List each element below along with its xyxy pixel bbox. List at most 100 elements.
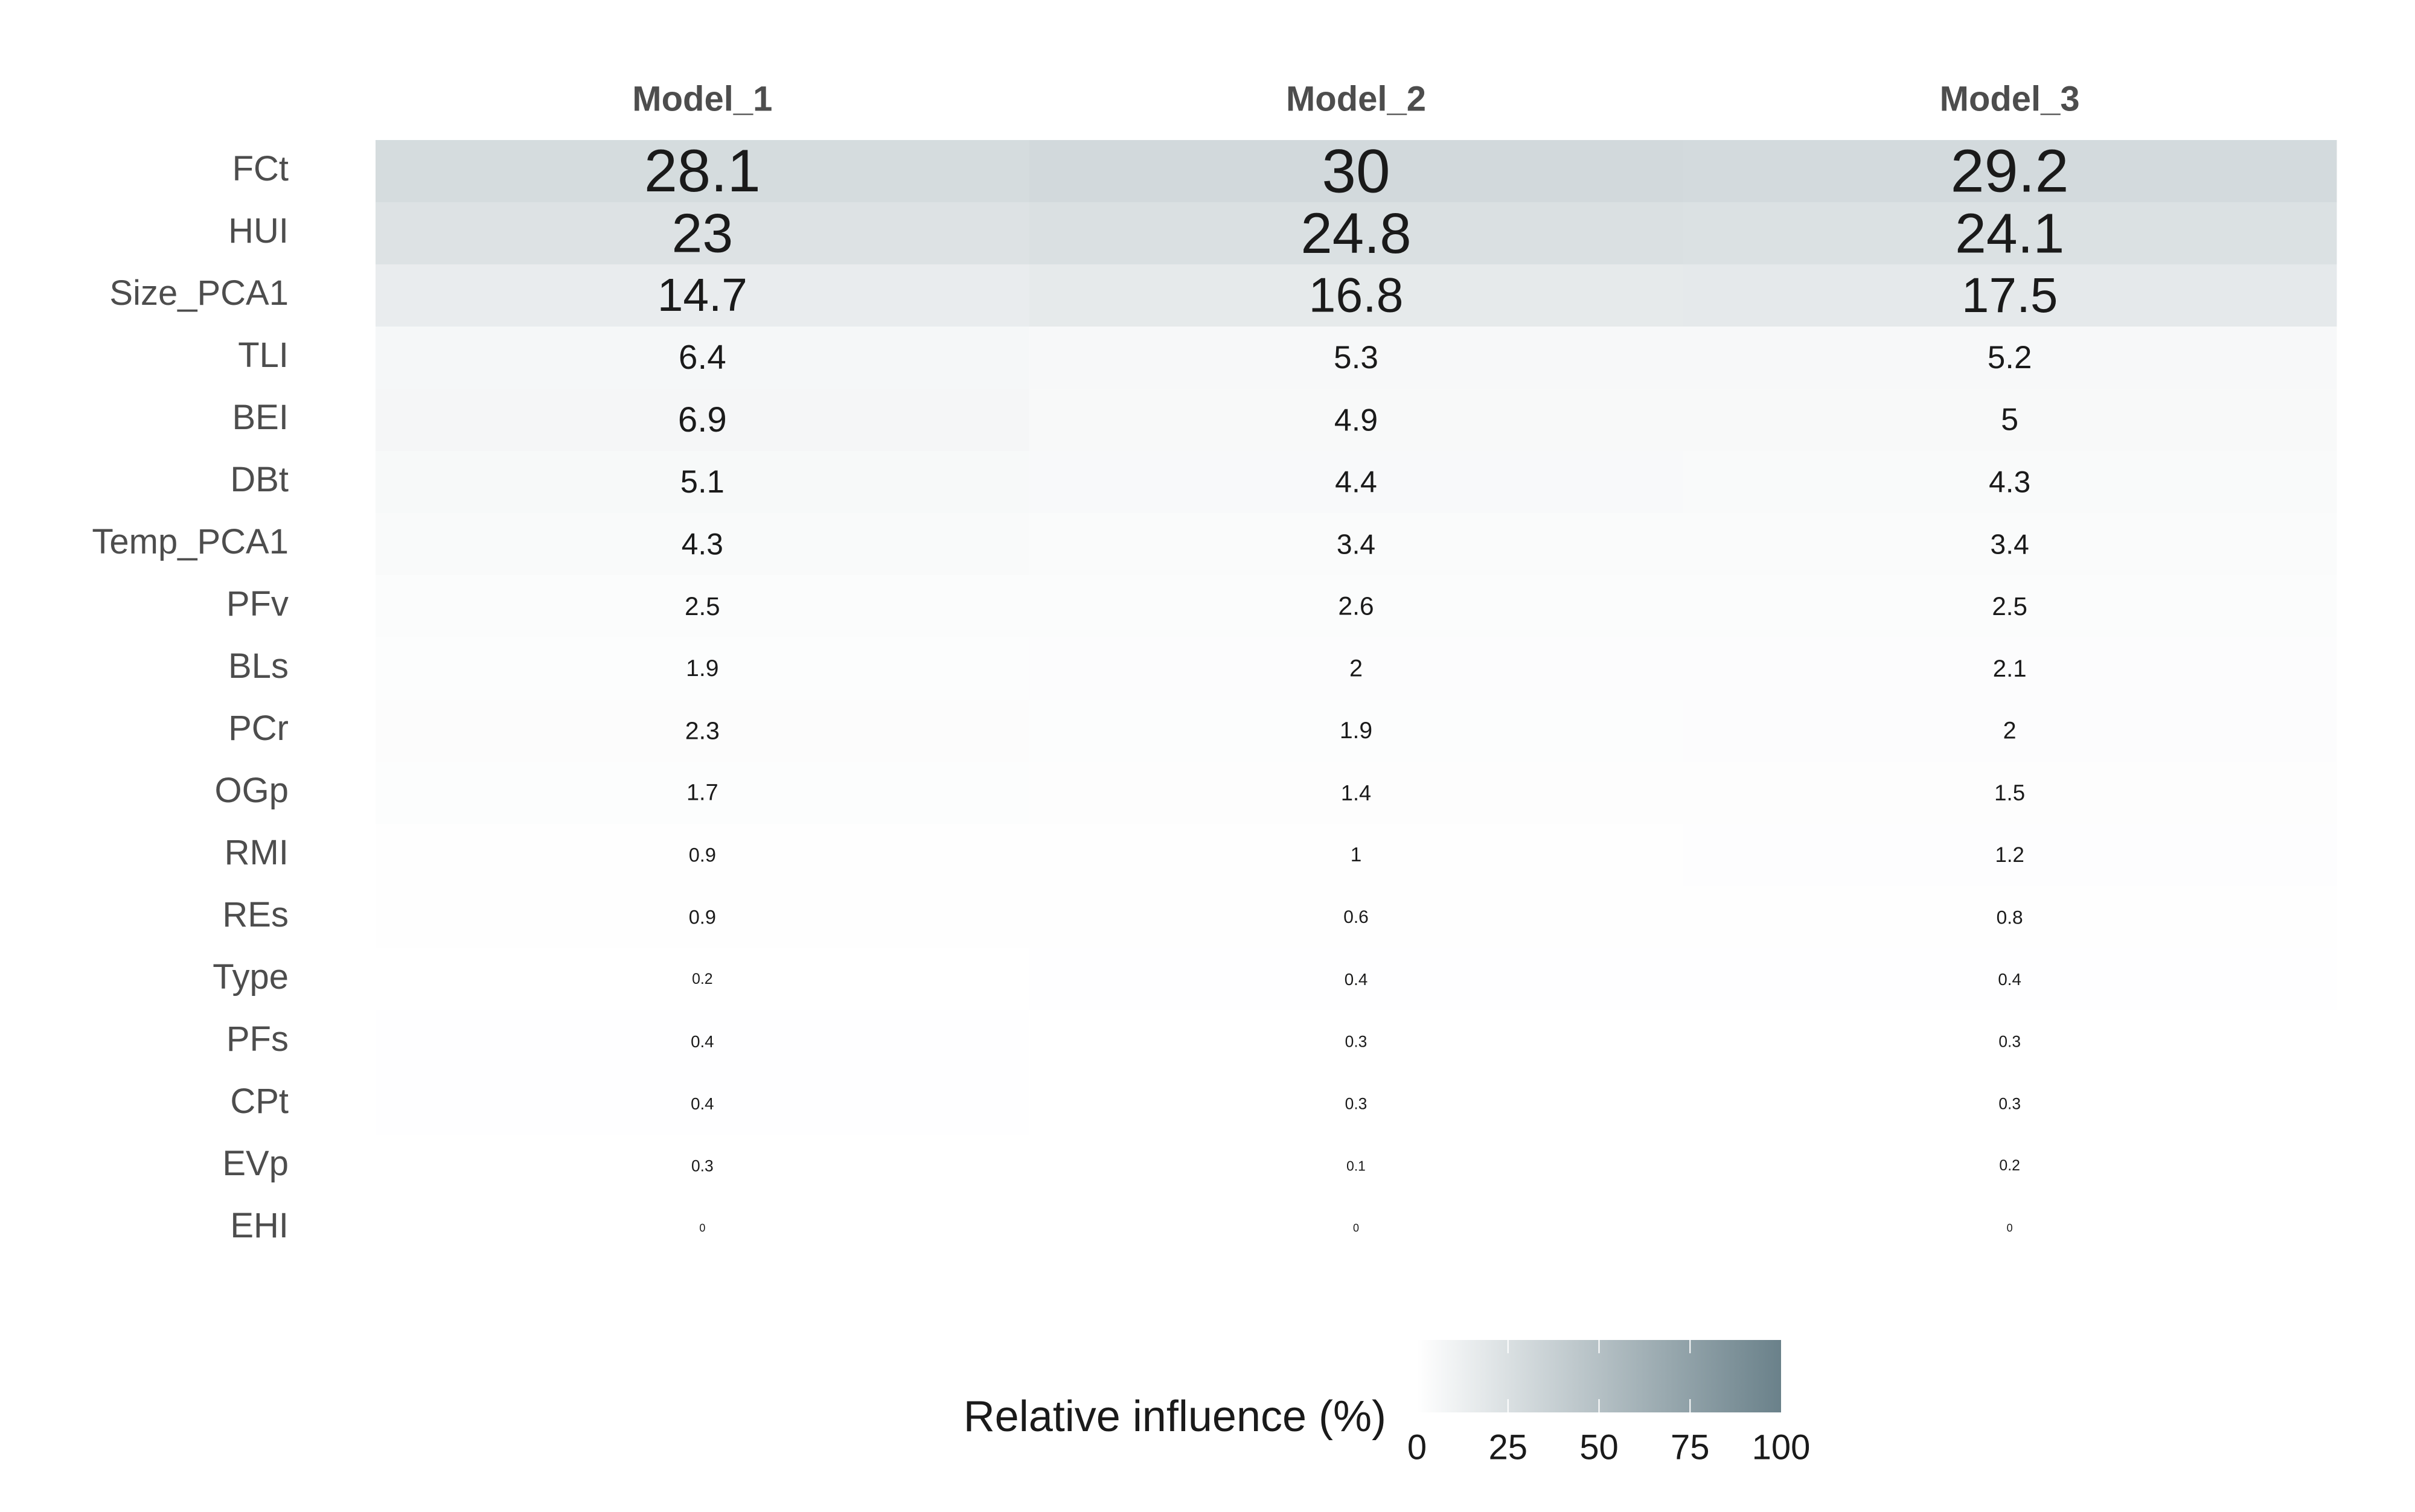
heatmap-cell-tli-model-2 (1029, 327, 1683, 389)
cell-value-label-evp-model-3: 0.2 (1999, 1158, 2020, 1174)
cell-value-label-type-model-3: 0.4 (1998, 970, 2021, 989)
row-label-type: Type (213, 957, 289, 997)
heatmap-cell-pfs-model-3 (1683, 1010, 2337, 1073)
heatmap-cell-ogp-model-3 (1683, 762, 2337, 825)
row-label-size-pca1: Size_PCA1 (109, 273, 289, 313)
cell-value-label-tli-model-3: 5.2 (1988, 340, 2032, 375)
cell-value-label-ehi-model-2: 0 (1353, 1222, 1359, 1234)
heatmap-cell-fct-model-3 (1683, 140, 2337, 203)
cell-value-label-dbt-model-3: 4.3 (1989, 465, 2030, 499)
cell-value-label-cpt-model-3: 0.3 (1998, 1095, 2021, 1113)
heatmap-cell-pcr-model-3 (1683, 700, 2337, 762)
cell-value-label-evp-model-2: 0.1 (1346, 1158, 1366, 1174)
row-label-dbt: DBt (230, 460, 289, 499)
heatmap-cell-hui-model-1 (376, 202, 1030, 265)
cell-value-label-ehi-model-3: 0 (2007, 1222, 2013, 1234)
row-label-pfv: PFv (226, 584, 289, 624)
row-label-ogp: OGp (215, 771, 289, 810)
row-label-pcr: PCr (228, 709, 289, 748)
legend-tick-label-75: 75 (1671, 1427, 1710, 1467)
cell-value-label-bei-model-2: 4.9 (1334, 403, 1378, 438)
heatmap-cell-dbt-model-3 (1683, 451, 2337, 514)
heatmap-cell-type-model-1 (376, 948, 1030, 1011)
cell-value-label-pfv-model-1: 2.5 (685, 592, 720, 620)
heatmap-cell-rmi-model-2 (1029, 824, 1683, 887)
cell-value-label-ogp-model-3: 1.5 (1994, 780, 2025, 805)
cell-value-label-tli-model-2: 5.3 (1334, 340, 1378, 375)
cell-value-label-rmi-model-1: 0.9 (689, 844, 716, 866)
legend-title: Relative influence (%) (964, 1392, 1386, 1441)
cell-value-label-type-model-2: 0.4 (1345, 970, 1368, 989)
cell-value-label-pfs-model-3: 0.3 (1998, 1033, 2021, 1051)
row-label-evp: EVp (222, 1144, 289, 1183)
row-label-pfs: PFs (226, 1019, 289, 1059)
heatmap-cell-pcr-model-2 (1029, 700, 1683, 762)
heatmap-cell-res-model-1 (376, 886, 1030, 949)
heatmap-cell-ehi-model-1 (376, 1197, 1030, 1260)
cell-value-label-fct-model-2: 30 (1322, 137, 1390, 206)
cell-value-label-cpt-model-1: 0.4 (691, 1094, 714, 1113)
heatmap-cell-hui-model-2 (1029, 202, 1683, 265)
cell-value-label-rmi-model-2: 1 (1351, 844, 1362, 866)
heatmap-cell-size-pca1-model-3 (1683, 264, 2337, 327)
heatmap-cell-pfs-model-2 (1029, 1010, 1683, 1073)
heatmap-cell-bei-model-3 (1683, 389, 2337, 451)
heatmap-cell-ehi-model-2 (1029, 1197, 1683, 1260)
heatmap-cell-ogp-model-1 (376, 762, 1030, 825)
cell-value-label-res-model-2: 0.6 (1343, 907, 1369, 927)
heatmap-cell-bei-model-2 (1029, 389, 1683, 451)
heatmap-cell-dbt-model-2 (1029, 451, 1683, 514)
legend: Relative influence (%) 0 25 50 75 100 (964, 1340, 1810, 1467)
row-label-res: REs (222, 895, 289, 934)
heatmap-cell-fct-model-1 (376, 140, 1030, 203)
heatmap-cell-hui-model-3 (1683, 202, 2337, 265)
heatmap-cell-evp-model-3 (1683, 1135, 2337, 1198)
cell-value-label-pfv-model-2: 2.6 (1338, 592, 1374, 621)
cell-value-label-size-pca1-model-2: 16.8 (1308, 269, 1403, 323)
heatmap-cell-temp-pca1-model-1 (376, 513, 1030, 576)
cell-value-label-bei-model-3: 5 (2001, 403, 2018, 438)
cell-value-label-size-pca1-model-1: 14.7 (657, 270, 747, 321)
row-label-ehi: EHI (230, 1206, 289, 1245)
column-labels: Model_1 Model_2 Model_3 (632, 79, 2079, 118)
heatmap-cells (376, 140, 2337, 1260)
row-label-rmi: RMI (225, 833, 289, 872)
column-label-model-2: Model_2 (1286, 79, 1426, 118)
heatmap-cell-pfs-model-1 (376, 1010, 1030, 1073)
cell-value-label-pcr-model-3: 2 (2003, 718, 2017, 744)
cell-value-label-temp-pca1-model-3: 3.4 (1991, 529, 2029, 560)
cell-value-label-res-model-1: 0.9 (689, 907, 716, 928)
heatmap-cell-type-model-2 (1029, 948, 1683, 1011)
row-label-bei: BEI (232, 398, 289, 437)
heatmap-cell-type-model-3 (1683, 948, 2337, 1011)
cell-value-label-pfs-model-2: 0.3 (1345, 1033, 1367, 1051)
heatmap-cell-cpt-model-2 (1029, 1073, 1683, 1135)
heatmap-cell-temp-pca1-model-3 (1683, 513, 2337, 576)
heatmap-cell-dbt-model-1 (376, 451, 1030, 514)
heatmap-cell-cpt-model-1 (376, 1073, 1030, 1135)
row-label-tli: TLI (238, 336, 289, 375)
heatmap-cell-evp-model-1 (376, 1135, 1030, 1198)
cell-value-label-ehi-model-1: 0 (699, 1222, 705, 1234)
cell-value-label-dbt-model-1: 5.1 (680, 464, 724, 500)
legend-tick-label-50: 50 (1579, 1427, 1619, 1467)
cell-value-label-res-model-3: 0.8 (1997, 907, 2023, 928)
legend-tick-label-0: 0 (1407, 1427, 1427, 1467)
cell-value-label-pcr-model-1: 2.3 (685, 717, 720, 745)
row-label-bls: BLs (228, 646, 289, 686)
heatmap-cell-res-model-2 (1029, 886, 1683, 949)
heatmap-cell-ehi-model-3 (1683, 1197, 2337, 1260)
heatmap-cell-bls-model-3 (1683, 637, 2337, 700)
row-label-cpt: CPt (230, 1082, 289, 1121)
legend-tick-label-25: 25 (1488, 1427, 1527, 1467)
cell-value-label-pfs-model-1: 0.4 (691, 1032, 714, 1051)
heatmap-cell-size-pca1-model-2 (1029, 264, 1683, 327)
cell-value-label-cpt-model-2: 0.3 (1345, 1095, 1367, 1113)
cell-value-label-ogp-model-1: 1.7 (686, 780, 718, 806)
heatmap-cell-res-model-3 (1683, 886, 2337, 949)
legend-ticks: 0 25 50 75 100 (1407, 1340, 1810, 1467)
cell-value-label-hui-model-3: 24.1 (1955, 202, 2064, 265)
row-label-hui: HUI (228, 211, 289, 250)
heatmap-cell-tli-model-1 (376, 327, 1030, 389)
